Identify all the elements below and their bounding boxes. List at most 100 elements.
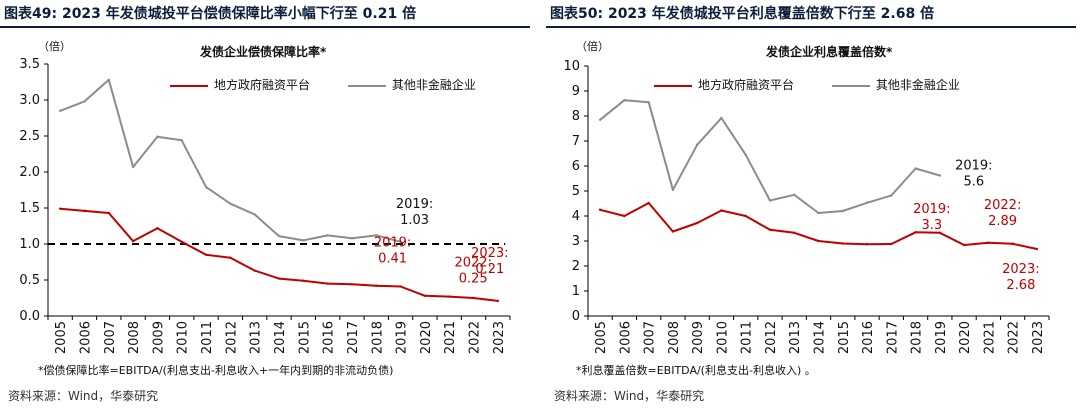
data-point — [180, 139, 183, 142]
data-point — [472, 296, 475, 300]
legend-label: 其他非金融企业 — [391, 78, 476, 92]
data-point — [229, 256, 232, 259]
x-tick-label: 2018 — [370, 321, 385, 354]
legend-label: 地方政府融资平台 — [698, 78, 795, 92]
source-note: 资料来源：Wind，华泰研究 — [8, 389, 159, 403]
data-point — [423, 294, 427, 298]
y-tick-label: 8 — [572, 109, 580, 124]
x-tick-label: 2010 — [176, 321, 191, 354]
y-tick-label: 1 — [572, 284, 580, 299]
footnote: *偿债保障比率=EBITDA/(利息支出-利息收入+一年内到期的非流动负债) — [38, 364, 394, 377]
legend: 地方政府融资平台 其他非金融企业 — [170, 76, 510, 93]
data-point — [350, 283, 354, 286]
data-point — [914, 167, 917, 170]
data-point — [841, 242, 844, 245]
data-label: 2023: — [1002, 262, 1039, 277]
x-tick-label: 2006 — [78, 321, 93, 354]
x-tick-label: 2018 — [910, 321, 925, 354]
x-tick-label: 2007 — [103, 321, 118, 354]
data-point — [671, 230, 675, 233]
data-point — [350, 237, 354, 240]
data-point — [695, 221, 699, 225]
x-tick-label: 2023 — [1031, 321, 1046, 354]
x-tick-label: 2012 — [224, 321, 239, 354]
x-tick-label: 2014 — [273, 321, 288, 354]
chart-panel-right: 图表50: 2023 年发债城投平台利息覆盖倍数下行至 2.68 倍 （倍） 发… — [546, 0, 1076, 409]
legend-swatch — [654, 84, 692, 87]
y-tick-label: 2 — [572, 259, 580, 274]
data-point — [253, 269, 256, 272]
legend-label: 地方政府融资平台 — [214, 78, 311, 92]
x-tick-label: 2016 — [322, 321, 337, 354]
data-label: 2019: — [396, 197, 433, 212]
data-point — [131, 165, 135, 169]
data-point — [1011, 242, 1014, 245]
data-point — [375, 284, 378, 287]
data-label: 3.3 — [921, 218, 942, 233]
data-label: 2019: — [913, 202, 950, 217]
y-tick-label: 5 — [572, 184, 580, 199]
data-point — [768, 199, 772, 202]
data-point — [107, 78, 110, 82]
data-point — [768, 228, 772, 231]
x-tick-label: 2021 — [982, 321, 997, 354]
data-label: 0.25 — [459, 272, 488, 287]
data-point — [277, 277, 281, 280]
x-tick-label: 2022 — [468, 321, 483, 354]
x-tick-label: 2013 — [788, 321, 803, 354]
data-point — [865, 201, 869, 204]
data-point — [156, 226, 159, 230]
data-point — [1035, 247, 1039, 251]
legend-label: 其他非金融企业 — [875, 78, 960, 92]
line-chart-interest-coverage: 0 1 2 3 4 5 6 7 8 9 10 2005 2006 2007 2008 2009 2010 2011… — [563, 59, 1050, 354]
data-label: 0.21 — [475, 262, 504, 277]
data-point — [623, 99, 626, 102]
data-point — [399, 285, 402, 288]
data-point — [720, 116, 723, 120]
y-tick-label: 0.5 — [19, 273, 40, 288]
x-tick-label: 2020 — [419, 321, 434, 354]
x-tick-label: 2009 — [691, 321, 706, 354]
y-tick-label: 2.5 — [19, 129, 40, 144]
figure-title: 图表50: 2023 年发债城投平台利息覆盖倍数下行至 2.68 倍 — [550, 6, 935, 22]
line-chart-debt-coverage: 0.0 0.5 1.0 1.5 2.0 2.5 3.0 3.5 2005 2006 2007 2008… — [19, 57, 511, 354]
y-unit-label: （倍） — [38, 40, 71, 53]
y-tick-label: 3.0 — [19, 93, 40, 108]
y-tick-label: 4 — [572, 209, 580, 224]
y-tick-label: 1.0 — [19, 237, 40, 252]
x-tick-label: 2009 — [151, 321, 166, 354]
data-label: 2.68 — [1006, 278, 1035, 293]
x-tick-label: 2019 — [395, 321, 410, 354]
data-point — [987, 241, 990, 244]
x-tick-label: 2021 — [443, 321, 458, 354]
x-tick-label: 2005 — [594, 321, 609, 354]
data-point — [623, 214, 626, 218]
data-point — [229, 202, 232, 205]
x-tick-label: 2011 — [740, 321, 755, 354]
data-point — [598, 208, 602, 211]
data-point — [671, 188, 675, 191]
title-rule — [0, 26, 530, 28]
legend-item-lgfv: 地方政府融资平台 — [170, 76, 310, 93]
data-point — [598, 118, 602, 121]
data-point — [496, 299, 500, 303]
data-label: 0.41 — [378, 251, 407, 266]
data-point — [204, 185, 208, 189]
data-point — [817, 211, 820, 215]
x-tick-label: 2007 — [643, 321, 658, 354]
data-label: 2.89 — [988, 214, 1017, 229]
data-label: 2022: — [454, 256, 491, 271]
source-note: 资料来源：Wind，华泰研究 — [554, 389, 705, 403]
data-point — [131, 239, 135, 243]
y-tick-label: 1.5 — [19, 201, 40, 216]
data-point — [83, 100, 86, 103]
chart-title: 发债企业偿债保障比率* — [200, 45, 327, 59]
data-point — [890, 242, 893, 246]
data-point — [326, 234, 329, 237]
y-tick-label: 0 — [572, 309, 580, 324]
y-tick-label: 10 — [563, 59, 580, 74]
chart-title: 发债企业利息覆盖倍数* — [766, 45, 893, 59]
data-point — [647, 201, 650, 205]
data-point — [938, 174, 942, 177]
data-point — [647, 101, 650, 104]
